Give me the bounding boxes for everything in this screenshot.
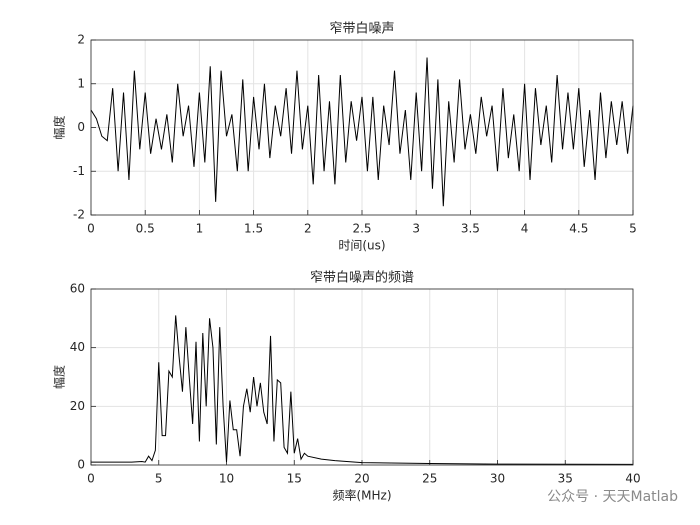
x-tick-label: 0 <box>87 222 95 236</box>
x-tick-label: 2 <box>304 222 312 236</box>
x-tick-label: 10 <box>219 472 234 486</box>
x-tick-label: 40 <box>625 472 640 486</box>
watermark: 公众号 · 天天Matlab <box>547 489 678 505</box>
x-tick-label: 25 <box>422 472 437 486</box>
y-tick-label: 40 <box>70 340 85 354</box>
y-tick-label: 0 <box>77 120 85 134</box>
y-tick-label: 0 <box>77 458 85 472</box>
x-tick-label: 3.5 <box>461 222 480 236</box>
y-axis-label: 幅度 <box>52 365 67 389</box>
x-tick-label: 0.5 <box>136 222 155 236</box>
chart-title: 窄带白噪声 <box>329 21 394 37</box>
x-tick-label: 15 <box>287 472 302 486</box>
x-tick-label: 4 <box>521 222 529 236</box>
x-tick-label: 4.5 <box>569 222 588 236</box>
chart-title: 窄带白噪声的频谱 <box>310 270 414 286</box>
x-tick-label: 35 <box>558 472 573 486</box>
x-axis-label: 频率(MHz) <box>332 488 391 503</box>
x-tick-label: 1 <box>196 222 204 236</box>
axes-frame <box>90 39 634 216</box>
x-axis-label: 时间(us) <box>338 239 385 253</box>
y-tick-label: 60 <box>70 282 85 296</box>
y-axis-label: 幅度 <box>52 115 67 139</box>
x-tick-label: 0 <box>87 472 95 486</box>
x-tick-label: 2.5 <box>352 222 371 236</box>
x-tick-label: 20 <box>354 472 369 486</box>
y-tick-label: -2 <box>73 208 85 222</box>
y-tick-label: 2 <box>77 33 85 47</box>
x-tick-label: 30 <box>490 472 505 486</box>
line-series <box>90 57 634 207</box>
x-tick-label: 1.5 <box>244 222 263 236</box>
y-tick-label: 1 <box>77 76 85 90</box>
x-tick-label: 5 <box>155 472 163 486</box>
x-tick-label: 3 <box>412 222 420 236</box>
x-tick-label: 5 <box>629 222 637 236</box>
line-series <box>91 315 634 465</box>
y-tick-label: 20 <box>70 399 85 413</box>
axes-frame <box>90 288 634 466</box>
y-tick-label: -1 <box>73 164 85 178</box>
